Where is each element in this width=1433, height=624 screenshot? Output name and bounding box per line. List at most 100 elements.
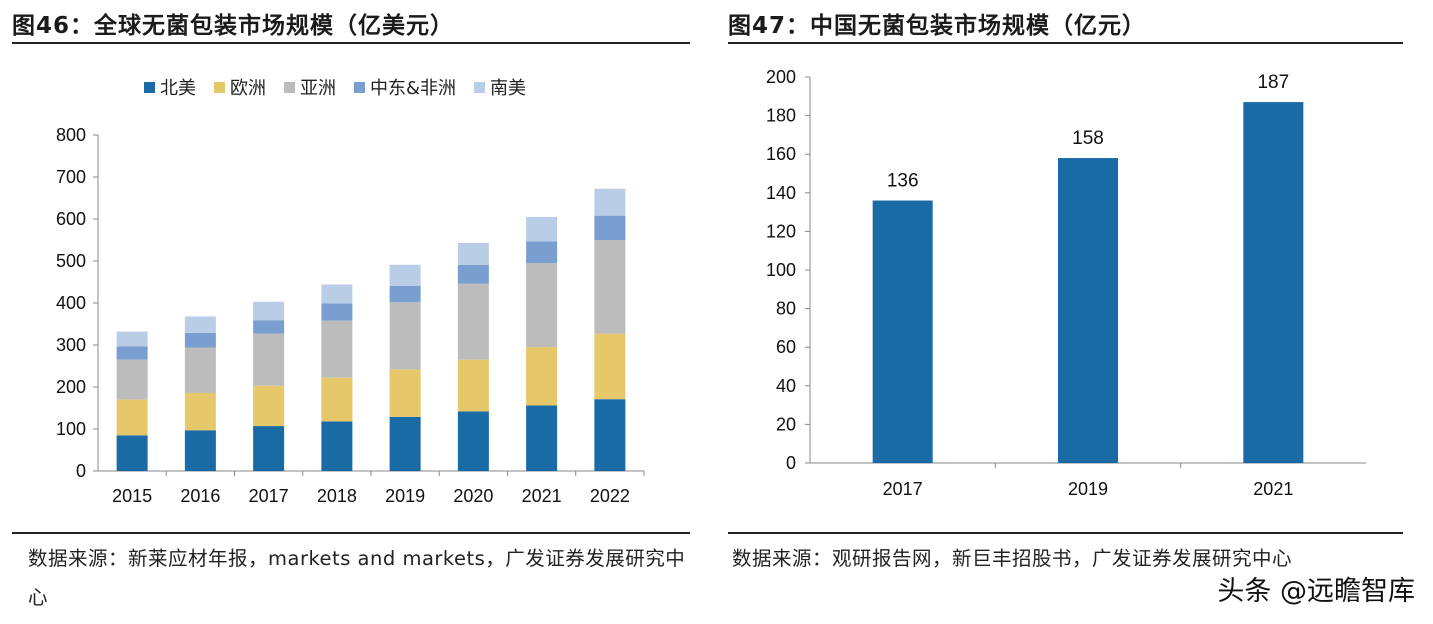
left-bar-segment-亚洲 xyxy=(253,333,285,386)
left-bar-segment-欧洲 xyxy=(526,347,558,406)
left-bar-segment-欧洲 xyxy=(184,392,216,431)
left-bar-segment-亚洲 xyxy=(321,320,353,378)
legend-item-middle-east-africa: 中东&非洲 xyxy=(354,74,456,100)
left-bar-segment-北美 xyxy=(253,426,285,471)
left-y-tick-label: 100 xyxy=(56,419,86,439)
right-x-tick-label: 2017 xyxy=(883,479,923,499)
legend-item-south-america: 南美 xyxy=(474,74,526,100)
right-source-rule xyxy=(728,532,1403,534)
legend-item-asia: 亚洲 xyxy=(284,74,336,100)
left-bar-segment-南美 xyxy=(526,216,558,242)
legend-swatch-asia xyxy=(284,81,295,93)
left-bar-segment-中东&非洲 xyxy=(526,241,558,264)
left-y-tick-label: 500 xyxy=(56,251,86,271)
left-bar-segment-南美 xyxy=(389,264,421,286)
left-x-tick-label: 2015 xyxy=(112,486,152,506)
legend-item-europe: 欧洲 xyxy=(214,74,266,100)
left-bar-segment-亚洲 xyxy=(116,359,148,400)
left-bar-segment-欧洲 xyxy=(253,385,285,427)
left-bar-segment-中东&非洲 xyxy=(594,215,626,240)
left-bar-segment-欧洲 xyxy=(116,399,148,436)
left-y-tick-label: 300 xyxy=(56,335,86,355)
left-bar-segment-亚洲 xyxy=(389,302,421,370)
left-source-rule xyxy=(12,532,690,534)
left-x-tick-label: 2016 xyxy=(180,486,220,506)
legend-label-middle-east-africa: 中东&非洲 xyxy=(370,78,457,99)
left-bar-segment-南美 xyxy=(253,301,285,321)
left-bar-segment-中东&非洲 xyxy=(116,346,148,360)
legend-swatch-europe xyxy=(214,81,225,93)
left-bar-segment-欧洲 xyxy=(389,369,421,417)
legend-swatch-south-america xyxy=(474,81,486,93)
right-y-tick-label: 200 xyxy=(766,67,796,87)
right-y-tick-label: 20 xyxy=(776,414,796,434)
watermark-text: 头条 @远瞻智库 xyxy=(1217,576,1415,607)
right-figure-panel: 图47：中国无菌包装市场规模（亿元） 0 20 40 60 80 100 120 140 160… xyxy=(728,0,1403,624)
left-bar-segment-北美 xyxy=(116,435,148,471)
legend-swatch-middle-east-africa xyxy=(354,81,365,93)
right-y-tick-label: 40 xyxy=(776,376,796,396)
left-y-tick-label: 400 xyxy=(56,293,86,313)
right-y-tick-label: 100 xyxy=(766,260,796,280)
left-bar-segment-南美 xyxy=(321,284,353,304)
left-bar-segment-亚洲 xyxy=(526,263,558,348)
left-stacked-bar-chart: 0 100 200 300 400 500 600 700 800 2015 2016 2017 201… xyxy=(56,125,645,506)
left-bar-segment-欧洲 xyxy=(457,359,489,412)
left-y-tick-label: 600 xyxy=(56,209,86,229)
left-bar-segment-亚洲 xyxy=(457,283,489,360)
left-x-tick-label: 2017 xyxy=(249,486,289,506)
right-y-tick-label: 120 xyxy=(766,221,796,241)
left-bar-segment-北美 xyxy=(389,416,421,471)
left-chart-legend: 北美 欧洲 亚洲 中东&非洲 南美 xyxy=(144,74,526,100)
left-bar-segment-中东&非洲 xyxy=(321,303,353,321)
right-y-tick-label: 60 xyxy=(776,337,796,357)
left-figure-panel: 图46：全球无菌包装市场规模（亿美元） 北美 欧洲 亚洲 中东&非洲 南美 0 1… xyxy=(12,0,690,624)
right-title-rule xyxy=(728,42,1403,44)
legend-swatch-north-america xyxy=(144,81,155,93)
left-bar-segment-欧洲 xyxy=(321,377,353,422)
right-figure-title: 图47：中国无菌包装市场规模（亿元） xyxy=(728,13,1147,39)
left-x-tick-label: 2021 xyxy=(522,486,562,506)
legend-label-north-america: 北美 xyxy=(160,78,196,99)
legend-label-south-america: 南美 xyxy=(490,78,527,99)
left-bar-segment-中东&非洲 xyxy=(389,285,421,303)
left-bar-segment-中东&非洲 xyxy=(457,264,489,284)
left-x-tick-label: 2019 xyxy=(385,486,425,506)
legend-label-europe: 欧洲 xyxy=(230,78,266,99)
right-bar-chart: 0 20 40 60 80 100 120 140 160 180 200 136 2017 158 201… xyxy=(766,67,1366,499)
left-bar-segment-中东&非洲 xyxy=(184,332,216,348)
left-bar-segment-南美 xyxy=(594,188,626,216)
right-bar-2019 xyxy=(1058,158,1118,463)
legend-item-north-america: 北美 xyxy=(144,74,196,100)
left-x-tick-label: 2018 xyxy=(317,486,357,506)
left-bar-segment-北美 xyxy=(526,405,558,471)
right-bar-data-label: 136 xyxy=(887,171,919,192)
left-y-tick-label: 200 xyxy=(56,377,86,397)
right-bar-data-label: 158 xyxy=(1072,128,1104,149)
right-bar-data-label: 187 xyxy=(1257,72,1289,93)
left-bar-segment-南美 xyxy=(184,316,216,333)
left-bar-segment-亚洲 xyxy=(594,240,626,334)
right-y-tick-label: 180 xyxy=(766,106,796,126)
right-bar-2017 xyxy=(872,200,933,463)
left-x-tick-label: 2022 xyxy=(590,486,630,506)
left-bar-segment-南美 xyxy=(457,242,489,265)
right-y-tick-label: 140 xyxy=(766,183,796,203)
left-bar-segment-北美 xyxy=(321,421,353,471)
left-title-rule xyxy=(12,42,690,44)
right-y-tick-label: 80 xyxy=(776,299,796,319)
right-y-tick-label: 160 xyxy=(766,144,796,164)
right-y-tick-label: 0 xyxy=(786,453,796,473)
left-x-tick-label: 2020 xyxy=(453,486,493,506)
left-bar-segment-南美 xyxy=(116,331,148,347)
left-y-tick-label: 0 xyxy=(76,461,86,481)
right-bar-2021 xyxy=(1243,102,1304,463)
left-bar-segment-亚洲 xyxy=(184,347,216,393)
legend-label-asia: 亚洲 xyxy=(300,78,336,99)
left-source-note: 数据来源：新莱应材年报，markets and markets，广发证券发展研究… xyxy=(28,547,686,609)
right-x-tick-label: 2019 xyxy=(1068,479,1108,499)
left-figure-title: 图46：全球无菌包装市场规模（亿美元） xyxy=(12,13,455,39)
right-x-tick-label: 2021 xyxy=(1253,479,1293,499)
left-y-tick-label: 800 xyxy=(56,125,86,145)
left-bar-segment-北美 xyxy=(184,430,216,471)
